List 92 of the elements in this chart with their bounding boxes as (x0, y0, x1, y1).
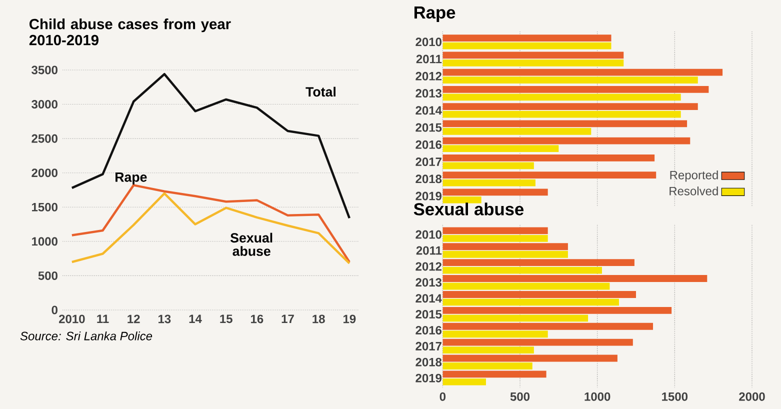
bar (442, 52, 624, 59)
y-tick-label: 2010 (416, 230, 442, 239)
y-tick-label: 2010 (416, 38, 442, 46)
bar (442, 59, 624, 66)
y-tick-label: 2015 (416, 123, 442, 132)
bar (442, 179, 536, 186)
bar (442, 154, 655, 162)
y-tick-label: 2012 (416, 72, 442, 80)
bar (442, 137, 690, 144)
bar (442, 346, 534, 354)
bar (442, 34, 612, 42)
bar (442, 250, 568, 258)
bar (442, 145, 559, 152)
x-tick-label: 500 (510, 392, 530, 401)
y-tick-label: 1000 (32, 237, 58, 246)
legend-label: Resolved (670, 186, 718, 196)
legend-label: Reported (670, 170, 718, 182)
text: Total (306, 86, 336, 97)
bar (442, 314, 588, 322)
series-label: Rape (116, 172, 147, 184)
x-tick-label: 2010 (58, 314, 85, 324)
y-tick-label: 3500 (32, 66, 58, 74)
bar (442, 42, 612, 50)
bar (442, 172, 656, 179)
y-tick-label: 2014 (416, 294, 442, 303)
line-series (70, 72, 351, 220)
bar (442, 322, 654, 330)
x-tick-label: 18 (312, 314, 325, 324)
bar (442, 354, 618, 362)
bar (442, 338, 633, 346)
x-tick-label: 12 (128, 314, 140, 324)
chart-title: Rape (414, 6, 456, 22)
chart-title: Sexual abuse (414, 202, 524, 216)
x-tick-label: 13 (158, 314, 171, 324)
y-tick-label: 2018 (416, 358, 442, 366)
y-tick-label: 2018 (416, 174, 442, 184)
x-tick-label: 11 (97, 314, 109, 323)
y-tick-label: 3000 (32, 100, 58, 109)
y-tick-label: 2017 (416, 158, 442, 166)
bar (442, 298, 619, 306)
bar (442, 282, 610, 290)
y-tick-label: 2012 (416, 262, 442, 271)
bar (442, 378, 486, 386)
chart-title: Child abuse cases from year 2010-2019 (29, 18, 231, 46)
y-tick-label: 2500 (32, 134, 58, 143)
bar (442, 306, 672, 314)
x-tick-label: 1500 (662, 392, 688, 401)
bar (442, 94, 681, 101)
bar (442, 243, 568, 250)
y-tick-label: 1500 (32, 202, 58, 212)
y-tick-label: 2013 (416, 278, 442, 287)
x-tick-label: 14 (189, 314, 202, 323)
bar (442, 162, 534, 170)
source-note: Source: Sri Lanka Police (20, 331, 152, 340)
bar (442, 291, 636, 298)
bar (442, 120, 688, 128)
y-tick-label: 2019 (416, 374, 442, 382)
bar (442, 76, 698, 84)
bar (442, 68, 723, 76)
bar (442, 234, 548, 242)
bar (442, 196, 482, 204)
bar (442, 370, 546, 378)
bar (442, 110, 681, 118)
y-tick-label: 2014 (416, 106, 442, 115)
bar (442, 275, 708, 282)
bar (442, 227, 548, 234)
y-tick-label: 2011 (416, 54, 442, 64)
y-tick-label: 2013 (416, 89, 442, 98)
x-tick-label: 19 (344, 314, 356, 324)
y-tick-label: 2011 (416, 246, 442, 255)
bar (442, 128, 592, 135)
y-tick-label: 2000 (32, 168, 58, 178)
x-tick-label: 15 (220, 314, 232, 324)
bar (442, 188, 548, 196)
y-tick-label: 2019 (416, 192, 442, 200)
series-label: Sexual abuse (230, 232, 272, 256)
x-tick-label: 17 (282, 314, 294, 323)
x-tick-label: 2000 (739, 392, 765, 401)
y-tick-label: 2016 (416, 326, 442, 334)
bar (442, 266, 602, 274)
y-tick-label: 2017 (416, 342, 442, 350)
bar (442, 330, 548, 338)
y-tick-label: 0 (52, 306, 58, 314)
x-tick-label: 1000 (584, 392, 610, 401)
bar (442, 362, 532, 370)
y-tick-label: 500 (38, 271, 58, 280)
bar (442, 86, 709, 93)
y-tick-label: 2015 (416, 310, 442, 319)
bar (442, 259, 634, 266)
y-tick-label: 2016 (416, 140, 442, 149)
bar (442, 103, 698, 110)
x-tick-label: 16 (251, 314, 264, 324)
